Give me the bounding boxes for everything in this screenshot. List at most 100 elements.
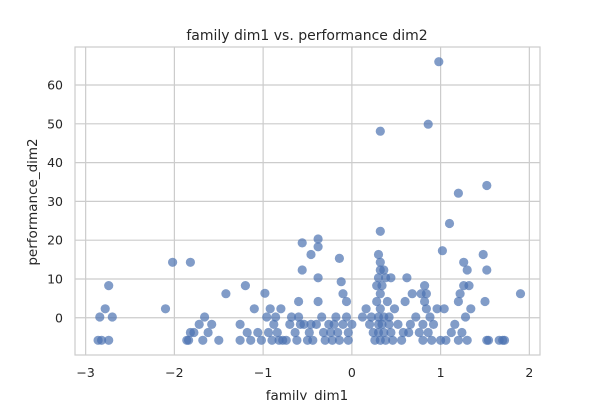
data-point bbox=[104, 335, 114, 345]
data-point bbox=[372, 296, 382, 307]
data-point bbox=[375, 126, 385, 136]
data-point bbox=[379, 265, 389, 275]
x-tick-label: −2 bbox=[165, 365, 183, 380]
data-point bbox=[464, 281, 474, 291]
data-point bbox=[281, 335, 291, 345]
data-point bbox=[267, 335, 277, 345]
data-point bbox=[377, 319, 387, 329]
data-point bbox=[221, 289, 231, 299]
data-point bbox=[326, 327, 336, 338]
data-point bbox=[290, 327, 300, 338]
data-point bbox=[375, 289, 385, 299]
data-point bbox=[462, 335, 472, 345]
data-point bbox=[320, 335, 330, 345]
data-point bbox=[200, 312, 210, 322]
y-tick-label: 40 bbox=[47, 155, 63, 170]
grid-lines bbox=[75, 47, 540, 355]
data-point bbox=[263, 327, 274, 338]
data-point bbox=[338, 319, 348, 329]
data-point bbox=[455, 289, 465, 299]
data-point bbox=[373, 249, 384, 260]
chart-title: family dim1 vs. performance dim2 bbox=[186, 28, 427, 44]
data-point bbox=[428, 319, 439, 329]
y-tick-label: 0 bbox=[55, 310, 63, 325]
data-point bbox=[375, 226, 385, 236]
data-point bbox=[407, 289, 417, 299]
plot-frame bbox=[74, 46, 541, 356]
data-point bbox=[297, 265, 307, 275]
data-point bbox=[466, 304, 476, 314]
data-point bbox=[379, 327, 389, 338]
data-point bbox=[269, 319, 279, 329]
data-point bbox=[483, 335, 494, 345]
data-point bbox=[343, 327, 353, 338]
data-point bbox=[388, 335, 398, 345]
data-point bbox=[207, 319, 217, 329]
data-point bbox=[420, 281, 430, 291]
data-point bbox=[107, 312, 117, 322]
data-point bbox=[194, 319, 204, 329]
data-point bbox=[418, 335, 428, 345]
data-point bbox=[343, 335, 353, 345]
data-point bbox=[375, 304, 385, 314]
y-tick-label: 20 bbox=[47, 233, 63, 248]
data-point bbox=[304, 327, 314, 338]
data-point bbox=[437, 246, 447, 256]
data-point bbox=[439, 304, 449, 314]
data-point bbox=[260, 288, 270, 298]
data-point bbox=[294, 312, 304, 322]
data-point bbox=[308, 335, 318, 345]
data-point bbox=[446, 327, 456, 338]
data-point bbox=[405, 319, 415, 329]
data-point bbox=[377, 281, 387, 291]
data-point bbox=[382, 296, 392, 307]
data-point bbox=[366, 312, 376, 322]
data-point bbox=[262, 312, 272, 322]
data-point bbox=[203, 327, 213, 338]
data-point bbox=[272, 327, 282, 338]
data-point bbox=[365, 319, 375, 329]
data-point bbox=[249, 304, 259, 314]
data-point bbox=[168, 257, 178, 267]
x-tick-label: 0 bbox=[348, 365, 356, 380]
data-point bbox=[459, 257, 469, 267]
data-point bbox=[318, 327, 329, 338]
data-point bbox=[357, 312, 368, 322]
data-point bbox=[411, 312, 421, 322]
data-point bbox=[185, 257, 195, 267]
data-point bbox=[265, 304, 275, 314]
data-point bbox=[421, 304, 431, 314]
data-point bbox=[420, 296, 430, 307]
data-point bbox=[375, 257, 385, 267]
y-tick-label: 10 bbox=[47, 271, 63, 286]
data-point bbox=[329, 319, 339, 329]
data-point bbox=[423, 327, 433, 338]
y-tick-label: 30 bbox=[47, 194, 63, 209]
x-tick-label: 2 bbox=[525, 365, 533, 380]
data-point bbox=[306, 249, 316, 260]
data-point bbox=[242, 327, 252, 338]
data-point bbox=[95, 312, 105, 322]
data-point bbox=[189, 327, 199, 338]
y-axis-label: performance_dim2 bbox=[25, 138, 41, 265]
data-point bbox=[482, 180, 492, 191]
data-point bbox=[297, 238, 307, 248]
data-point bbox=[184, 335, 194, 345]
data-point bbox=[334, 253, 344, 263]
data-point bbox=[292, 335, 302, 345]
data-point bbox=[341, 312, 352, 322]
data-point bbox=[427, 335, 437, 345]
data-point bbox=[404, 327, 414, 338]
data-point bbox=[97, 335, 107, 345]
data-point bbox=[333, 327, 343, 338]
x-tick-label: 1 bbox=[437, 365, 445, 380]
data-point bbox=[104, 281, 114, 291]
data-point bbox=[313, 234, 323, 244]
data-point bbox=[482, 265, 492, 275]
data-point bbox=[397, 335, 407, 345]
data-point bbox=[453, 335, 463, 345]
data-point bbox=[235, 319, 245, 329]
data-point bbox=[253, 327, 263, 338]
data-point bbox=[386, 327, 396, 338]
